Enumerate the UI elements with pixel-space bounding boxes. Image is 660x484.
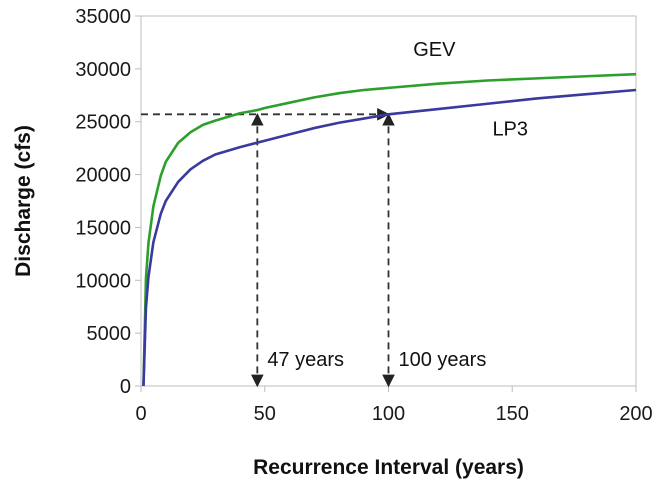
y-tick-label: 25000 bbox=[75, 112, 131, 134]
x-tick-label: 200 bbox=[619, 403, 652, 425]
y-axis-title: Discharge (cfs) bbox=[12, 125, 35, 277]
series-line-gev bbox=[142, 72, 637, 387]
y-tick-label: 20000 bbox=[75, 165, 131, 187]
recurrence-marker-label: 47 years bbox=[267, 349, 344, 371]
x-tick-label: 100 bbox=[372, 403, 405, 425]
x-tick-label: 0 bbox=[135, 403, 146, 425]
series-label-gev: GEV bbox=[413, 39, 456, 61]
x-tick-label: 150 bbox=[496, 403, 529, 425]
series-label-lp3: LP3 bbox=[492, 118, 528, 140]
y-tick-label: 35000 bbox=[75, 6, 131, 28]
y-tick-label: 10000 bbox=[75, 270, 131, 292]
series-line-lp3 bbox=[142, 88, 637, 387]
y-tick-label: 15000 bbox=[75, 217, 131, 239]
x-axis-title: Recurrence Interval (years) bbox=[253, 456, 524, 479]
y-tick-label: 5000 bbox=[87, 323, 132, 345]
y-tick-label: 0 bbox=[120, 376, 131, 398]
y-tick-label: 30000 bbox=[75, 59, 131, 81]
x-tick-label: 50 bbox=[254, 403, 276, 425]
recurrence-marker-label: 100 years bbox=[399, 349, 487, 371]
